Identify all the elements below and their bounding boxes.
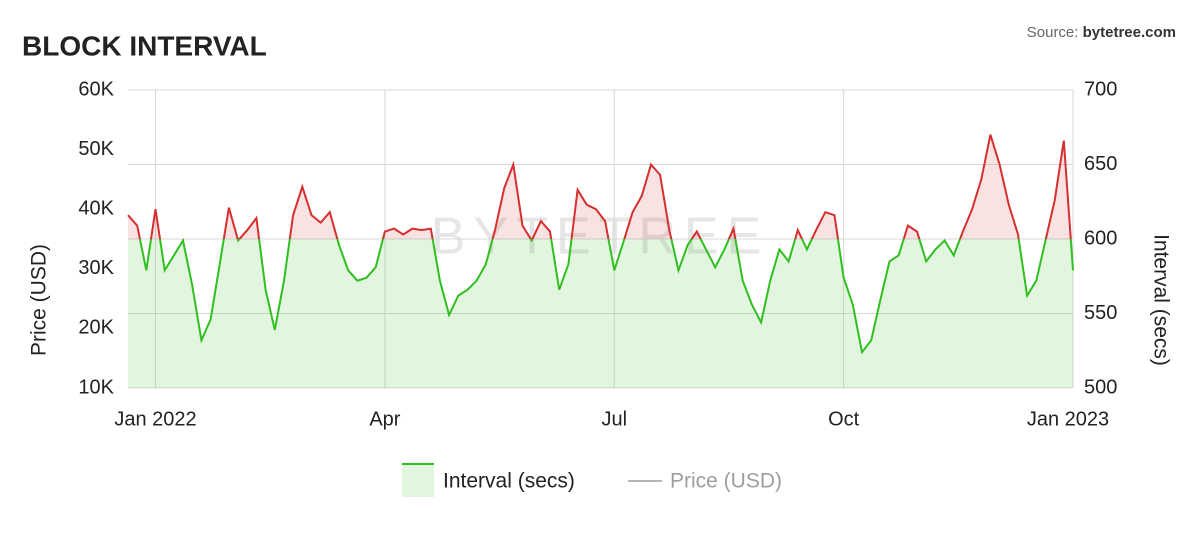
x-tick-label: Jul <box>601 408 627 430</box>
y-tick-label: 60K <box>78 78 114 100</box>
x-tick-label: Oct <box>828 408 860 430</box>
area-above <box>128 134 1073 239</box>
y2-tick-label: 600 <box>1084 227 1117 249</box>
line-above <box>127 134 1072 239</box>
legend: Interval (secs) Price (USD) <box>402 463 782 497</box>
chart-title: BLOCK INTERVAL <box>22 30 267 61</box>
y2-tick-label: 650 <box>1084 153 1117 175</box>
legend-label: Price (USD) <box>670 470 782 493</box>
x-tick-label: Apr <box>369 408 400 430</box>
y2-tick-label: 550 <box>1084 302 1117 324</box>
x-tick-label: Jan 2022 <box>114 408 196 430</box>
y-axis-label: Price (USD) <box>28 244 51 356</box>
source-name: bytetree.com <box>1083 24 1176 41</box>
y2-tick-label: 500 <box>1084 376 1117 398</box>
line-below <box>138 239 1074 355</box>
y-tick-label: 10K <box>78 376 114 398</box>
legend-swatch <box>402 463 434 497</box>
y-tick-label: 50K <box>78 138 114 160</box>
y-tick-label: 40K <box>78 197 114 219</box>
source-prefix: Source: <box>1027 24 1083 41</box>
y-tick-label: 30K <box>78 257 114 279</box>
source: Source: bytetree.com <box>1027 24 1176 41</box>
legend-label: Interval (secs) <box>443 470 575 493</box>
y-tick-label: 20K <box>78 317 114 339</box>
watermark: BYTETREE <box>431 208 770 266</box>
area-below <box>128 239 1073 388</box>
y2-axis-label: Interval (secs) <box>1149 234 1172 366</box>
x-tick-label: Jan 2023 <box>1027 408 1109 430</box>
y2-tick-label: 700 <box>1084 78 1117 100</box>
